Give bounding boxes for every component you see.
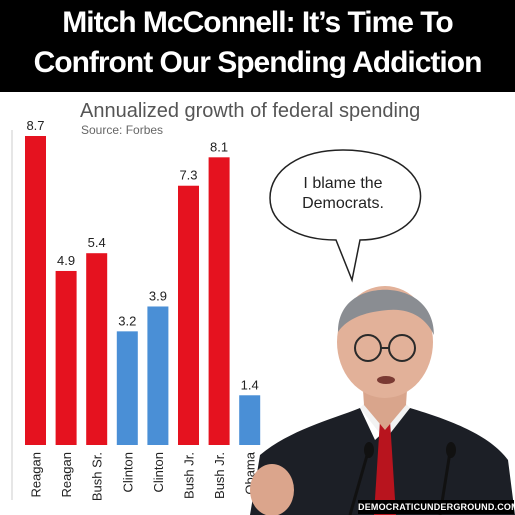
bar-bush-sr--2: [86, 253, 108, 445]
bar-value-label: 4.9: [57, 253, 75, 268]
headline-banner: Mitch McConnell: It’s Time To Confront O…: [0, 0, 515, 92]
bar-value-label: 8.7: [26, 118, 44, 133]
mcconnell-portrait: [250, 286, 515, 515]
bar-bush-jr--5: [178, 185, 199, 446]
category-label: Clinton: [120, 452, 135, 492]
category-label: Bush Jr.: [182, 452, 197, 499]
bar-reagan-0: [25, 136, 46, 445]
bar-value-label: 8.1: [210, 139, 228, 154]
category-label: Clinton: [151, 452, 166, 492]
chart-title: Annualized growth of federal spending: [80, 100, 421, 122]
speech-line-1: I blame the: [303, 175, 383, 192]
headline-line-2: Confront Our Spending Addiction: [33, 46, 483, 79]
category-label: Reagan: [29, 452, 44, 498]
category-label: Reagan: [59, 452, 74, 498]
bar-value-label: 3.9: [149, 288, 167, 303]
bar-clinton-3: [116, 331, 138, 445]
bar-clinton-4: [147, 306, 169, 445]
bar-value-label: 3.2: [118, 313, 136, 328]
bar-bush-jr--6: [208, 157, 230, 445]
category-label: Bush Sr.: [90, 452, 105, 501]
speech-line-2: Democrats.: [302, 195, 384, 212]
bar-obama-7: [239, 395, 261, 445]
watermark: DEMOCRATICUNDERGROUND.COM: [358, 500, 515, 514]
headline-line-1: Mitch McConnell: It’s Time To: [62, 6, 453, 39]
chart-source: Source: Forbes: [81, 123, 164, 137]
category-label: Bush Jr.: [212, 452, 227, 499]
bar-value-label: 1.4: [241, 377, 259, 392]
bar-reagan-1: [55, 270, 77, 445]
speech-bubble-text: I blame the Democrats.: [288, 174, 398, 214]
bar-value-label: 7.3: [179, 168, 197, 183]
bar-value-label: 5.4: [88, 235, 106, 250]
